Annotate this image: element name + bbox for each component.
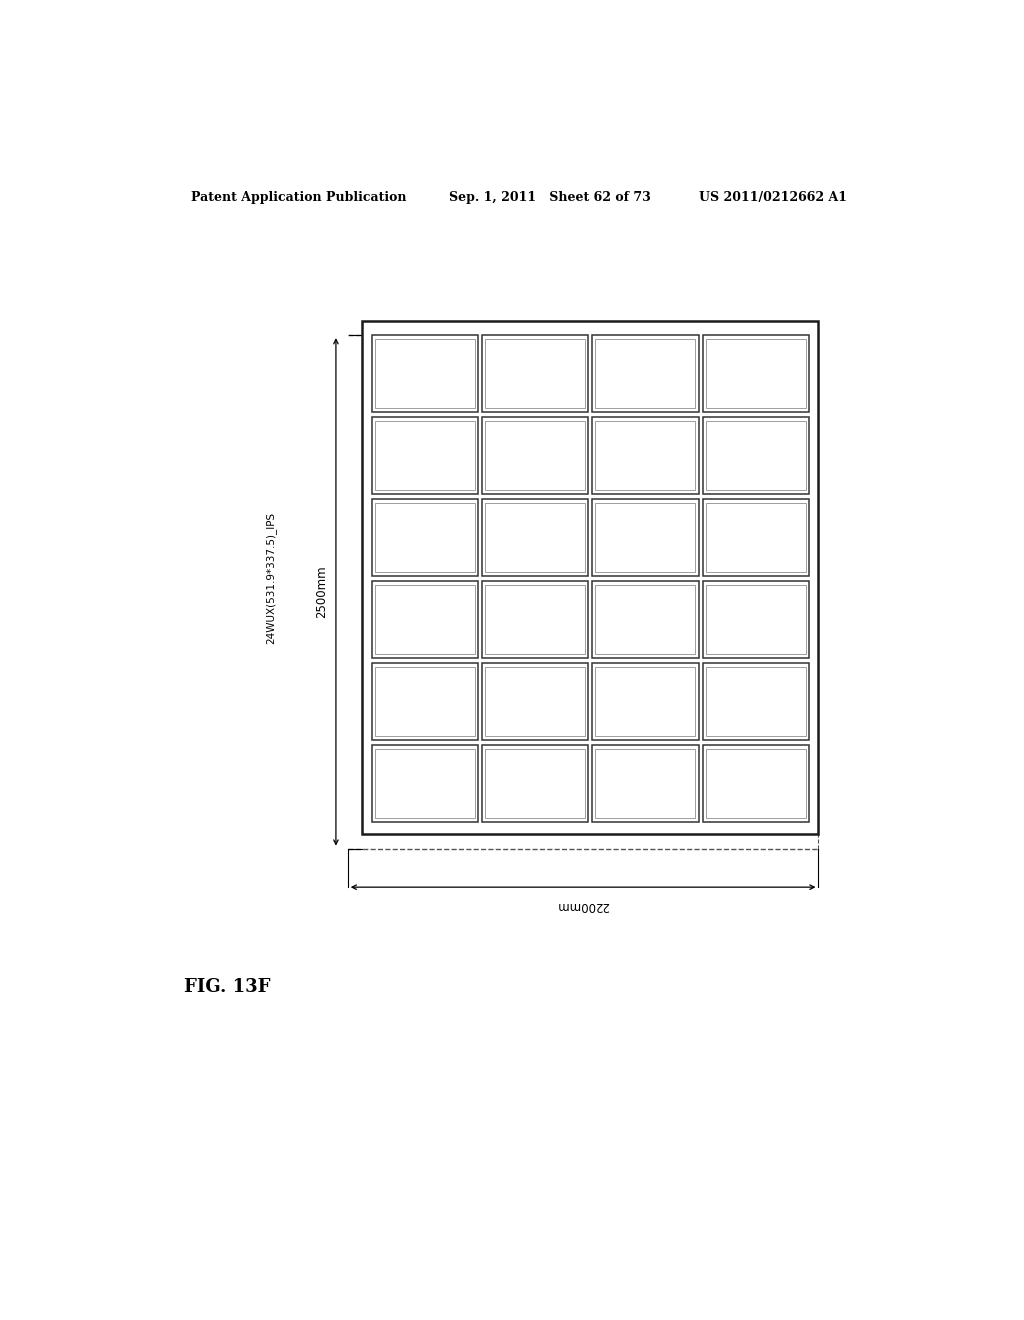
Bar <box>702 335 809 412</box>
Bar <box>595 503 695 572</box>
Bar <box>482 581 588 659</box>
Bar <box>706 668 806 737</box>
Bar <box>595 668 695 737</box>
Bar <box>485 339 585 408</box>
Bar <box>485 421 585 490</box>
Bar <box>595 585 695 655</box>
Bar <box>372 335 478 412</box>
Text: 2500mm: 2500mm <box>315 565 328 618</box>
Text: Patent Application Publication: Patent Application Publication <box>191 190 407 203</box>
Bar <box>595 339 695 408</box>
Bar <box>482 499 588 576</box>
Bar <box>485 503 585 572</box>
Bar <box>375 503 475 572</box>
Bar <box>375 750 475 818</box>
Text: US 2011/0212662 A1: US 2011/0212662 A1 <box>699 190 848 203</box>
Bar <box>482 663 588 741</box>
Bar <box>375 421 475 490</box>
Bar <box>372 499 478 576</box>
Text: Sep. 1, 2011   Sheet 62 of 73: Sep. 1, 2011 Sheet 62 of 73 <box>450 190 651 203</box>
Bar <box>706 750 806 818</box>
Bar <box>485 750 585 818</box>
Bar <box>375 339 475 408</box>
Text: 24WUX(531.9*337.5)_IPS: 24WUX(531.9*337.5)_IPS <box>265 512 276 644</box>
Bar <box>706 503 806 572</box>
Bar <box>372 663 478 741</box>
Bar <box>592 335 698 412</box>
Bar <box>592 417 698 494</box>
Bar <box>372 746 478 822</box>
Bar <box>375 668 475 737</box>
Bar <box>592 581 698 659</box>
Bar <box>702 746 809 822</box>
Text: 2200mm: 2200mm <box>557 899 609 912</box>
Bar <box>482 746 588 822</box>
Bar <box>362 321 818 834</box>
Bar <box>595 750 695 818</box>
Bar <box>595 421 695 490</box>
Bar <box>706 339 806 408</box>
Bar <box>485 585 585 655</box>
Bar <box>592 663 698 741</box>
Bar <box>702 663 809 741</box>
Bar <box>706 421 806 490</box>
Bar <box>702 417 809 494</box>
Bar <box>485 668 585 737</box>
Bar <box>592 746 698 822</box>
Bar <box>482 335 588 412</box>
Bar <box>375 585 475 655</box>
Bar <box>482 417 588 494</box>
Bar <box>706 585 806 655</box>
Text: FIG. 13F: FIG. 13F <box>183 978 270 995</box>
Bar <box>592 499 698 576</box>
Bar <box>702 499 809 576</box>
Bar <box>702 581 809 659</box>
Bar <box>372 581 478 659</box>
Bar <box>372 417 478 494</box>
